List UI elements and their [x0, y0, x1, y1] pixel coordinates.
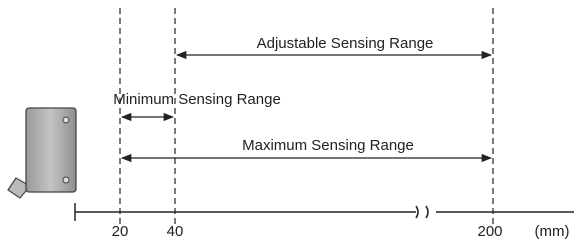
range-label: Minimum Sensing Range [113, 91, 281, 108]
distance-axis [75, 203, 574, 221]
tick-label: 20 [112, 223, 129, 240]
sensor-icon [8, 108, 76, 198]
unit-label: (mm) [535, 223, 570, 240]
diagram: Adjustable Sensing Range Minimum Sensing… [0, 0, 576, 244]
tick-label: 40 [167, 223, 184, 240]
page: Adjustable Sensing Range Minimum Sensing… [0, 0, 576, 244]
tick-label: 200 [477, 223, 502, 240]
range-label: Adjustable Sensing Range [257, 35, 434, 52]
range-label: Maximum Sensing Range [242, 137, 414, 154]
